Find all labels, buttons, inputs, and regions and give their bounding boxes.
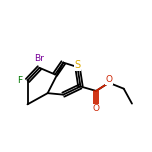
Text: S: S	[74, 60, 81, 70]
Text: O: O	[105, 75, 112, 84]
Text: F: F	[17, 76, 22, 85]
Text: Br: Br	[34, 54, 44, 63]
Text: O: O	[93, 104, 100, 113]
